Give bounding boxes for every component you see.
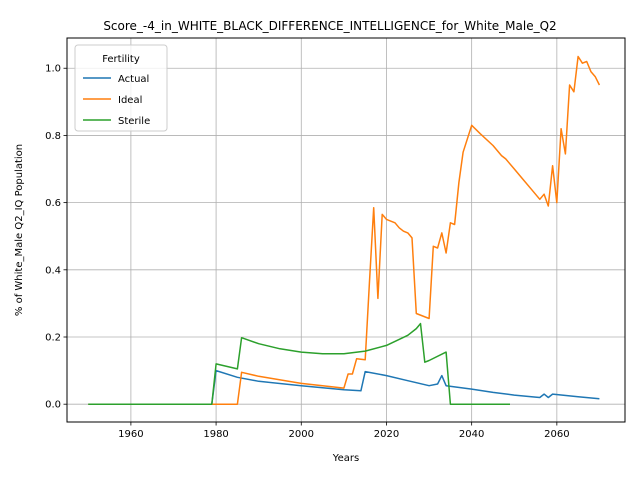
y-tick-label: 0.6 bbox=[45, 198, 61, 209]
x-tick-label: 2000 bbox=[289, 429, 314, 440]
y-tick-label: 0.0 bbox=[45, 400, 61, 411]
x-tick-label: 1980 bbox=[203, 429, 228, 440]
plot-area-frame bbox=[66, 37, 626, 423]
legend-label-sterile: Sterile bbox=[118, 116, 150, 127]
series-line-sterile bbox=[88, 322, 510, 405]
y-tick-label: 0.8 bbox=[45, 131, 61, 142]
y-tick-label: 0.2 bbox=[45, 333, 61, 344]
legend-entries: Actual Ideal Sterile bbox=[83, 74, 150, 127]
legend: Fertility Actual Ideal Sterile bbox=[74, 44, 168, 132]
x-axis-label: Years bbox=[332, 453, 359, 464]
y-tick-label: 0.4 bbox=[45, 265, 61, 276]
series-lines bbox=[88, 55, 601, 405]
series-line-ideal bbox=[88, 55, 601, 405]
x-tick-label: 2040 bbox=[459, 429, 484, 440]
x-tick-label: 1960 bbox=[118, 429, 143, 440]
legend-box bbox=[74, 44, 168, 132]
x-tick-label: 2060 bbox=[544, 429, 569, 440]
y-axis-label: % of White_Male Q2_IQ Population bbox=[14, 144, 25, 316]
series-line-actual bbox=[88, 369, 600, 405]
legend-label-ideal: Ideal bbox=[118, 95, 142, 106]
legend-title: Fertility bbox=[102, 54, 140, 65]
legend-label-actual: Actual bbox=[118, 74, 149, 85]
y-tick-label: 1.0 bbox=[45, 64, 61, 75]
chart-title: Score_-4_in_WHITE_BLACK_DIFFERENCE_INTEL… bbox=[103, 19, 556, 33]
x-tick-label: 2020 bbox=[374, 429, 399, 440]
axis-ticks: 1960 1980 2000 2020 2040 2060 0.0 0.2 0.4 0.6 0.8 1… bbox=[45, 64, 569, 440]
